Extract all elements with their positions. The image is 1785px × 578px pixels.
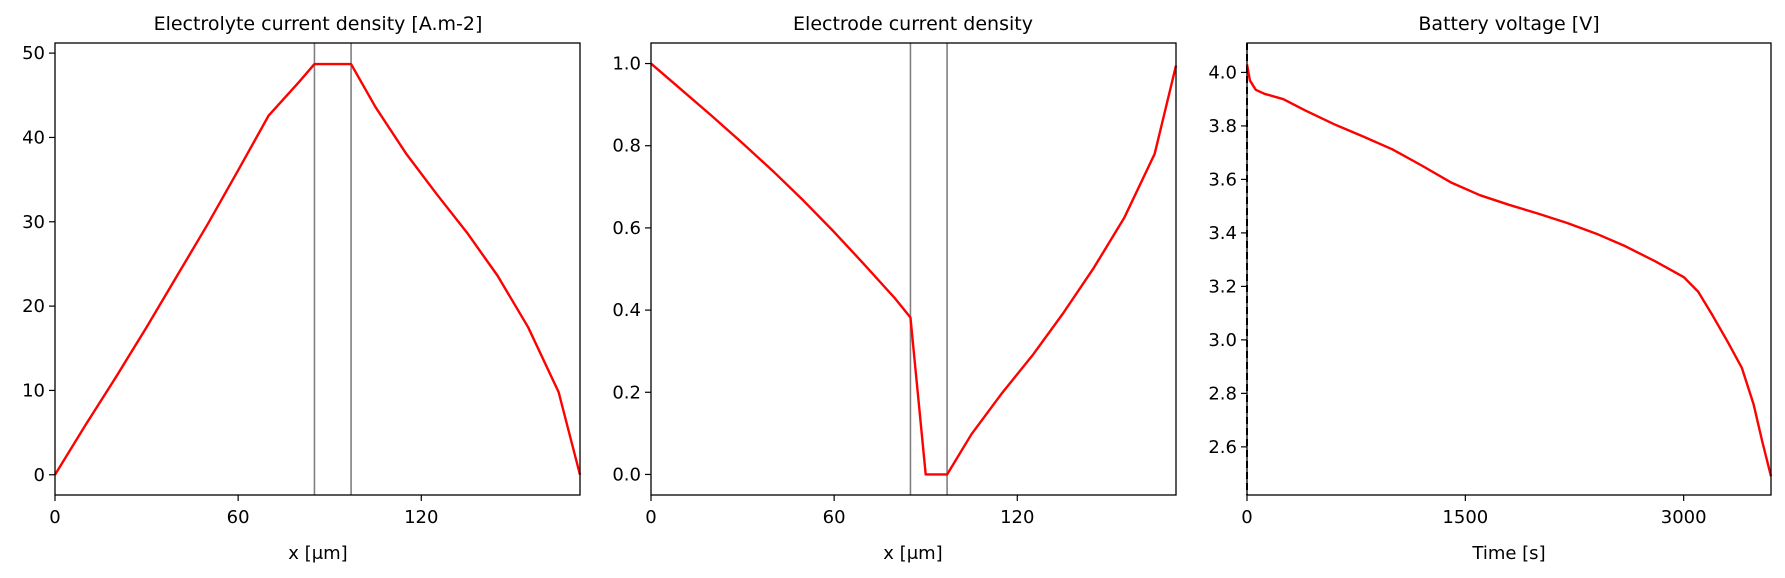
y-tick-label: 0.0: [612, 464, 641, 485]
x-tick-label: 60: [823, 507, 846, 528]
x-tick-label: 120: [404, 507, 438, 528]
chart-electrolyte-current-density: Electrolyte current density [A.m-2] 0 10 2…: [22, 13, 582, 564]
x-axis-label: x [μm]: [883, 543, 942, 564]
y-tick-label: 4.0: [1208, 62, 1237, 83]
y-tick-label: 3.6: [1208, 169, 1237, 190]
chart-title: Battery voltage [V]: [1418, 13, 1599, 35]
y-tick-label: 0.6: [612, 218, 641, 239]
chart-battery-voltage: Battery voltage [V] 2.6 2.8 3.0 3.2 3.4 3.6 3.…: [1208, 13, 1773, 564]
y-tick-label: 0: [34, 465, 45, 486]
y-tick-label: 2.8: [1208, 383, 1237, 404]
x-tick-label: 120: [1000, 507, 1034, 528]
x-tick-label: 3000: [1661, 507, 1707, 528]
x-tick-label: 60: [227, 507, 250, 528]
x-axis-label: x [μm]: [288, 543, 347, 564]
x-tick-label: 0: [645, 507, 656, 528]
y-tick-label: 50: [22, 43, 45, 64]
plot-frame: [1246, 42, 1772, 496]
y-tick-label: 20: [22, 296, 45, 317]
series-line: [1245, 64, 1773, 477]
chart-title: Electrolyte current density [A.m-2]: [154, 13, 483, 35]
y-tick-label: 3.4: [1208, 223, 1237, 244]
x-tick-label: 1500: [1442, 507, 1488, 528]
y-tick-label: 2.6: [1208, 437, 1237, 458]
x-tick-label: 0: [49, 507, 60, 528]
chart-electrode-current-density: Electrode current density 0.0 0.2 0.4 0.6 0.…: [612, 13, 1178, 564]
y-tick-label: 3.8: [1208, 116, 1237, 137]
y-tick-label: 0.4: [612, 300, 641, 321]
chart-title: Electrode current density: [793, 13, 1033, 35]
series-line: [650, 62, 1178, 476]
y-tick-label: 3.2: [1208, 276, 1237, 297]
plot-frame: [650, 42, 1177, 496]
x-tick-label: 0: [1241, 507, 1252, 528]
y-tick-label: 10: [22, 380, 45, 401]
y-tick-label: 1.0: [612, 54, 641, 75]
y-tick-label: 0.8: [612, 136, 641, 157]
x-axis-label: Time [s]: [1471, 543, 1545, 564]
y-tick-label: 30: [22, 212, 45, 233]
series-line: [53, 62, 582, 476]
y-tick-label: 0.2: [612, 382, 641, 403]
y-tick-label: 3.0: [1208, 330, 1237, 351]
y-tick-label: 40: [22, 127, 45, 148]
plot-frame: [54, 42, 581, 496]
